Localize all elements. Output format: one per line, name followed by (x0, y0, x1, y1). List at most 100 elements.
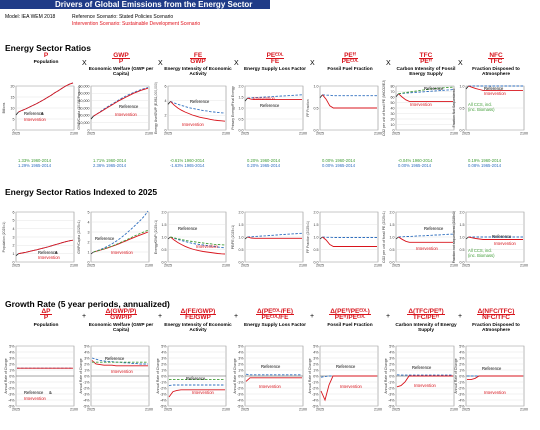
series-line-reference (322, 94, 377, 97)
series-line-intervention (247, 236, 302, 239)
multiply-operator: X (82, 60, 87, 67)
reference-label: Reference (412, 365, 432, 370)
ratio-symbol: PEᶠᶠ PEᴱᴰᴸ (341, 52, 359, 65)
x-tick-label: 2100 (299, 408, 307, 412)
y-tick-label: 0 (393, 128, 395, 132)
x-tick-label: 2025 (316, 132, 324, 136)
ratio-numerator: P (43, 52, 49, 59)
ratio-symbol: FE GWP (190, 52, 206, 65)
y-tick-label: -1% (83, 380, 90, 384)
plus-operator: + (458, 313, 463, 320)
intervention-label: Intervention (111, 250, 134, 255)
section-title-growth: Growth Rate (5 year periods, annualized) (5, 299, 170, 309)
chart-panel: 0.0 0.5 1.0 1.5 2.0 2025 2100 PE/FE (2025=1) (231, 210, 307, 267)
y-tick-label: 0.0 (239, 260, 244, 264)
y-tick-label: -4% (458, 398, 465, 402)
y-tick-label: 0.0 (460, 260, 465, 264)
y-tick-label: 4 (165, 99, 167, 103)
historic-rate-note: 0.20% 1960-2014 0.20% 1965-2014 (247, 158, 280, 168)
chart-svg: 0 1 2 3 4 5 2025 2100 GWP/Capita (2025=1) Referen… (77, 210, 153, 267)
y-tick-label: -5% (8, 404, 15, 408)
y-tick-label: 0.0 (162, 260, 167, 264)
and-label: & (41, 111, 44, 116)
column-name: Population (33, 322, 59, 328)
ratio-symbol: Δ(GWP/P) GWP/P (104, 308, 138, 321)
y-tick-label: 1.5 (390, 223, 395, 227)
x-tick-label: 2100 (222, 132, 230, 136)
and-label: & (55, 250, 58, 255)
plus-operator: + (158, 313, 163, 320)
series-line-reference (247, 94, 303, 99)
historic-rate-1960: -0.04% 1960-2014 (398, 158, 433, 163)
y-axis-label: FF Fraction (2025=1) (306, 221, 310, 253)
y-tick-label: 3 (88, 230, 90, 234)
y-tick-label: 10,000 (79, 121, 90, 125)
x-tick-label: 2100 (145, 408, 153, 412)
y-tick-label: 30,000 (79, 106, 90, 110)
chart-panel: 0 1 2 3 4 5 6 2025 2100 Population (2025=1) Refere… (2, 210, 78, 267)
series-line-green (398, 86, 454, 95)
y-tick-label: 0.0 (460, 128, 465, 132)
y-tick-label: 70 (391, 90, 395, 94)
x-tick-label: 2025 (87, 132, 95, 136)
y-tick-label: 0 (165, 128, 167, 132)
history-line (167, 101, 171, 105)
chart-svg: 0.0 0.5 1.0 1.5 2.0 2025 2100 Primary Energy/Fi… (231, 84, 307, 135)
intervention-label: Intervention (484, 91, 507, 96)
chart-svg: 5% 4% 3% 2% 1% 0% -1% -2% -3% -4% -5%2025 2100 Annua… (384, 344, 458, 411)
section-title-ratios: Energy Sector Ratios (5, 43, 91, 53)
y-tick-label: 0% (9, 374, 15, 378)
series-line-reference (398, 89, 454, 95)
reference-label: Reference (261, 364, 281, 369)
ratio-numerator: Δ(TFC/PEᶠᶠ) (407, 308, 445, 316)
x-tick-label: 2025 (462, 408, 470, 412)
y-tick-label: 1.5 (162, 223, 167, 227)
x-tick-label: 2025 (12, 264, 20, 268)
y-axis-label: PE/FE (2025=1) (231, 225, 235, 249)
x-tick-label: 2100 (520, 132, 528, 136)
y-tick-label: 2 (13, 244, 15, 248)
y-tick-label: 0.5 (239, 248, 244, 252)
y-tick-label: 60,000 (79, 84, 90, 88)
y-tick-label: -4% (8, 398, 15, 402)
x-tick-label: 2025 (462, 264, 470, 268)
x-tick-label: 2100 (450, 408, 458, 412)
y-tick-label: 5 (88, 210, 90, 214)
y-tick-label: -5% (312, 404, 319, 408)
intervention-label: Intervention (24, 117, 47, 122)
y-tick-label: 0.5 (314, 106, 319, 110)
y-tick-label: 3 (13, 235, 15, 239)
y-tick-label: 1% (313, 368, 319, 372)
history-line (167, 236, 171, 240)
y-tick-label: 4% (161, 350, 167, 354)
ratio-numerator: ΔP (40, 308, 52, 316)
chart-panel: 0 5 10 15 20 2025 2100 Billions Reference & Interv… (2, 82, 78, 136)
historic-rate-1965: 2.36% 1965-2014 (93, 163, 127, 169)
chart-panel: 0.0 0.5 1.0 1.5 2.0 2025 2100 Energy/GWP (2025=… (154, 210, 230, 267)
ratio-symbol: NFC TFC (488, 52, 504, 65)
reference-label: Reference (105, 356, 125, 361)
ratio-numerator: FE (190, 52, 206, 60)
y-tick-label: 0.0 (390, 260, 395, 264)
y-tick-label: -4% (388, 398, 395, 402)
history-line (244, 97, 248, 102)
y-tick-label: -4% (237, 398, 244, 402)
chart-svg: 0 5 10 15 20 2025 2100 Billions Reference&Interv… (2, 82, 78, 136)
y-tick-label: 2.0 (162, 210, 167, 214)
x-tick-label: 2100 (374, 408, 382, 412)
y-tick-label: 5% (389, 344, 395, 348)
x-tick-label: 2025 (164, 132, 172, 136)
y-axis-label: Annual Rate of Change (4, 358, 8, 393)
chart-svg: 0.0 0.5 1.0 1.5 2.0 2025 2100 Energy/GWP (2025=… (154, 210, 230, 267)
y-tick-label: 2% (389, 362, 395, 366)
y-tick-label: 1% (389, 368, 395, 372)
ratio-numerator: Δ(GWP/P) (104, 308, 138, 316)
y-axis-label: Fraction Not Sequestered (452, 89, 456, 128)
reference-label: Reference (186, 376, 206, 381)
historic-rate-note: 0.19% 1960-2014 0.08% 1965-2014 (468, 158, 501, 168)
y-tick-label: 5 (13, 117, 15, 121)
series-line-intervention (168, 389, 225, 398)
ratio-symbol: Δ(PEᴱᴰᴸ/FE) PEᴱᴰᴸ/FE (256, 308, 294, 321)
